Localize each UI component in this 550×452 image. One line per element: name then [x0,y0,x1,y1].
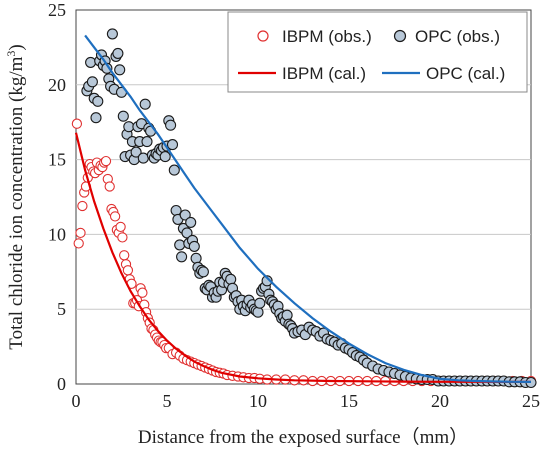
y-tick-label: 0 [57,374,66,394]
y-tick-label: 5 [57,299,66,319]
opc-obs-point [106,28,118,40]
opc-obs-point [86,76,98,88]
opc-obs-point [85,56,97,68]
opc-obs-point [170,204,182,217]
y-tick-labels: 0 5 10 15 20 25 [48,0,66,394]
opc-obs-points [81,28,537,389]
legend-label-opc-cal: OPC (cal.) [426,64,505,83]
legend-marker-opc-obs [393,29,407,43]
opc-obs-point [90,112,102,124]
x-tick-label: 10 [249,391,267,411]
opc-obs-point [130,146,142,158]
x-tick-label: 25 [522,391,540,411]
opc-obs-point [176,251,188,263]
ibpm-obs-point [117,232,128,243]
opc-obs-point [166,139,179,151]
ibpm-obs-point [137,287,148,298]
y-tick-label: 10 [48,224,66,244]
opc-obs-point [114,64,126,76]
ibpm-obs-point [115,221,126,233]
x-tick-label: 20 [431,391,449,411]
legend-box [227,11,528,93]
opc-obs-point [117,110,129,122]
opc-obs-point [112,47,124,59]
legend-label-opc-obs: OPC (obs.) [415,27,500,46]
opc-obs-point [185,216,197,228]
opc-obs-point [254,297,266,309]
opc-obs-point [197,266,209,278]
ibpm-cal-line [74,132,532,383]
ibpm-obs-point [75,227,86,239]
opc-obs-point [159,151,171,163]
y-tick-label: 25 [48,0,66,20]
opc-obs-point [181,227,193,239]
ibpm-obs-point [119,250,130,261]
ibpm-obs-point [77,200,88,212]
legend-marker-ibpm-obs [257,30,269,42]
opc-cal-line [84,34,532,383]
opc-obs-point [123,121,135,133]
opc-obs-point [141,136,153,148]
opc-obs-point [281,309,293,321]
series-layer [71,28,537,389]
opc-obs-point [174,239,186,251]
opc-obs-point [190,252,202,264]
x-tick-labels: 0 5 10 15 20 25 [72,391,541,411]
opc-obs-point [225,273,237,285]
legend-label-ibpm-cal: IBPM (cal.) [282,64,366,83]
opc-obs-point [92,95,104,107]
opc-obs-point [252,306,264,318]
x-tick-label: 15 [340,391,358,411]
opc-obs-point [139,98,151,110]
y-tick-label: 15 [48,150,66,170]
opc-obs-point [188,240,200,252]
opc-obs-point [261,275,273,287]
legend: IBPM (obs.) OPC (obs.) IBPM (cal.) OPC (… [227,11,528,93]
ibpm-obs-point [71,118,83,129]
ibpm-obs-point [100,155,112,167]
ibpm-obs-point [122,265,134,276]
opc-obs-point [165,119,177,131]
y-tick-label: 20 [48,75,66,95]
x-axis-label: Distance from the exposed surface（mm） [138,426,468,448]
legend-label-ibpm-obs: IBPM (obs.) [282,27,372,46]
x-tick-label: 5 [163,391,172,411]
ibpm-obs-point [109,211,121,222]
ibpm-obs-point [73,238,84,249]
opc-obs-point [179,209,191,221]
ibpm-obs-point [104,181,115,192]
opc-obs-point [168,164,180,176]
y-axis-label: Total chloride ion concentration (kg/m3) [4,44,27,349]
opc-obs-point [137,152,149,164]
x-tick-label: 0 [72,391,81,411]
